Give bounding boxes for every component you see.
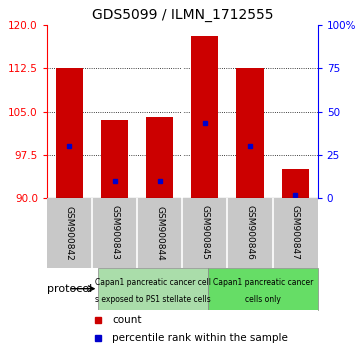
Text: GSM900847: GSM900847: [291, 205, 300, 261]
Bar: [208, 268, 318, 310]
Bar: [236, 68, 264, 198]
Bar: [282, 169, 309, 198]
Title: GDS5099 / ILMN_1712555: GDS5099 / ILMN_1712555: [92, 8, 273, 22]
Text: Capan1 pancreatic cancer: Capan1 pancreatic cancer: [213, 278, 313, 287]
Text: count: count: [112, 315, 142, 325]
Bar: [101, 120, 128, 198]
Text: protocol: protocol: [47, 284, 92, 294]
Text: GSM900843: GSM900843: [110, 205, 119, 261]
Text: GSM900845: GSM900845: [200, 205, 209, 261]
Bar: [191, 36, 218, 198]
Text: s exposed to PS1 stellate cells: s exposed to PS1 stellate cells: [95, 295, 211, 304]
Bar: [98, 268, 208, 310]
Text: Capan1 pancreatic cancer cell: Capan1 pancreatic cancer cell: [95, 278, 211, 287]
Bar: [146, 117, 173, 198]
Bar: [56, 68, 83, 198]
Text: percentile rank within the sample: percentile rank within the sample: [112, 333, 288, 343]
Text: GSM900846: GSM900846: [245, 205, 255, 261]
Text: GSM900842: GSM900842: [65, 206, 74, 260]
Text: cells only: cells only: [245, 295, 281, 304]
Text: GSM900844: GSM900844: [155, 206, 164, 260]
